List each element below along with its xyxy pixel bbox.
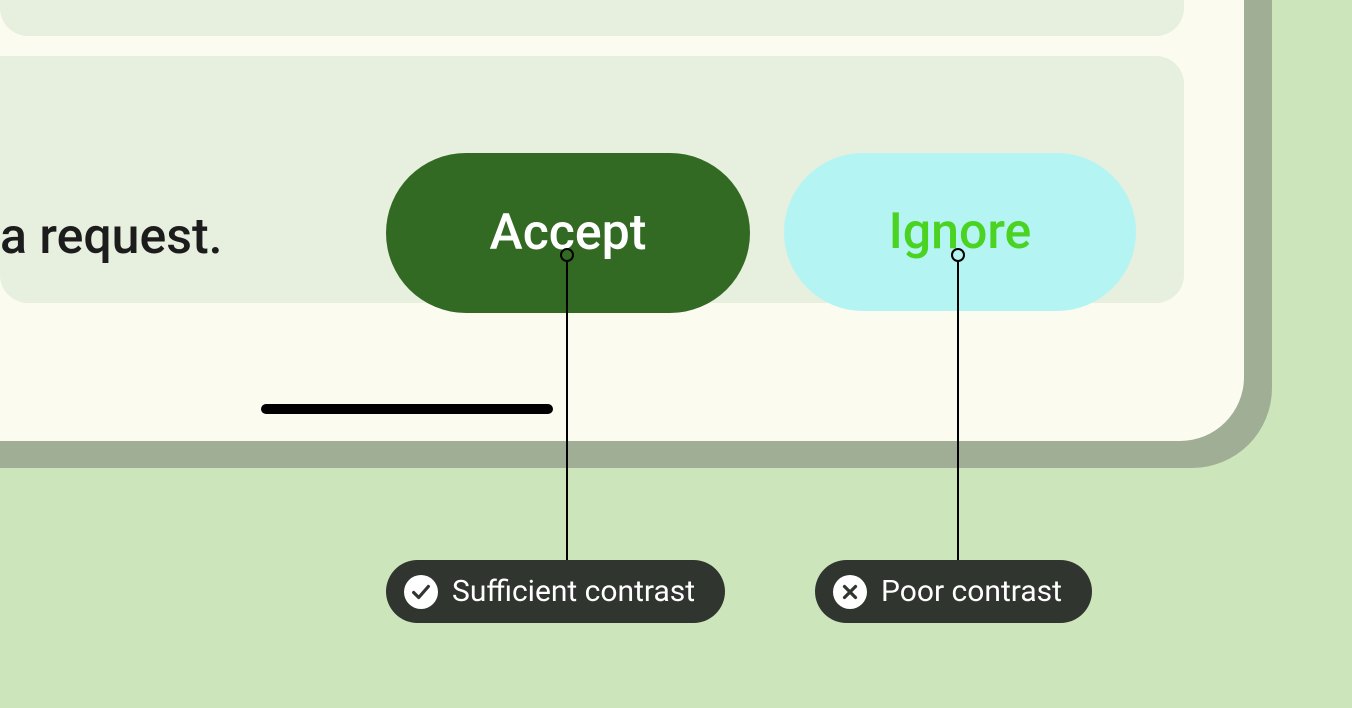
check-circle-icon <box>404 575 438 609</box>
annotation-poor-label: Poor contrast <box>881 574 1062 609</box>
connector-line-accept <box>566 262 568 570</box>
ignore-button[interactable]: Ignore <box>784 153 1136 311</box>
request-card: a request. Accept Ignore <box>0 56 1184 303</box>
card-top-sliver <box>0 0 1184 36</box>
home-indicator <box>261 404 553 414</box>
accept-button[interactable]: Accept <box>386 153 750 313</box>
device-screen: a request. Accept Ignore <box>0 0 1244 441</box>
annotation-sufficient-contrast: Sufficient contrast <box>386 560 725 623</box>
annotation-poor-contrast: Poor contrast <box>815 560 1092 623</box>
connector-dot-ignore <box>951 248 965 262</box>
connector-dot-accept <box>560 248 574 262</box>
x-circle-icon <box>833 575 867 609</box>
request-text: a request. <box>0 208 223 266</box>
connector-line-ignore <box>957 262 959 570</box>
annotation-sufficient-label: Sufficient contrast <box>452 574 695 609</box>
